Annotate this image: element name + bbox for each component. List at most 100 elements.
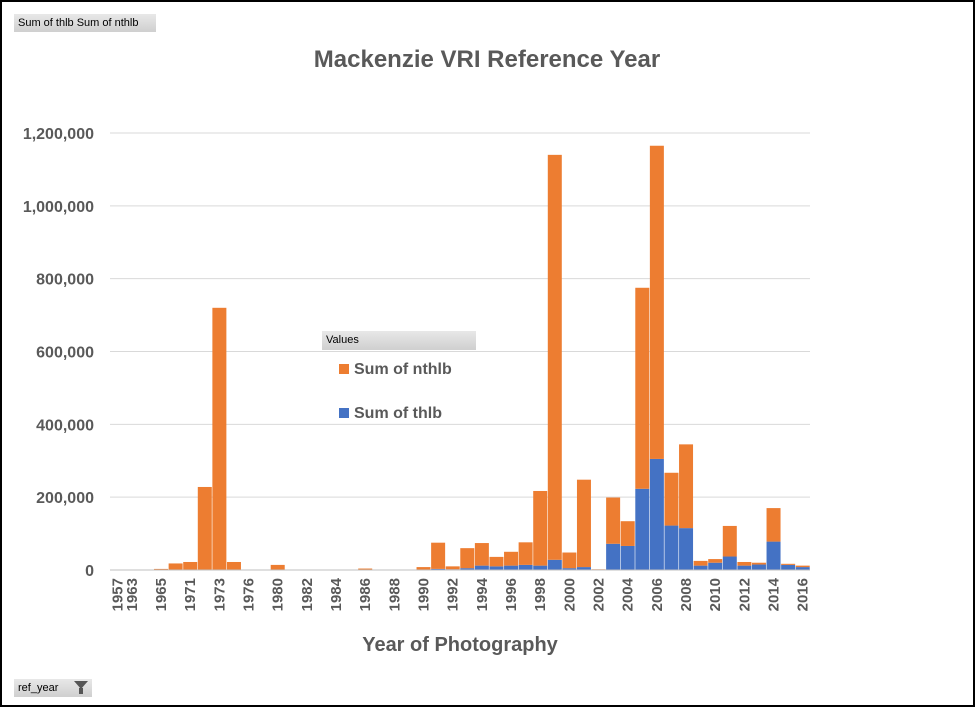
- x-tick-label: 1963: [124, 578, 141, 611]
- legend: Sum of nthlb Sum of thlb: [339, 361, 452, 422]
- bar-thlb-1997: [518, 564, 533, 570]
- y-tick-label: 1,000,000: [23, 199, 94, 216]
- bar-nthlb-1971: [183, 561, 198, 570]
- bar-nthlb-2016: [795, 565, 810, 568]
- x-tick-label: 2014: [766, 577, 783, 611]
- bar-nthlb-2004: [620, 521, 635, 546]
- bar-thlb-1994: [474, 565, 489, 570]
- bar-nthlb-2009: [693, 560, 708, 566]
- bar-nthlb-1993: [460, 548, 475, 569]
- bar-thlb-2012: [737, 565, 752, 570]
- bar-nthlb-1992: [445, 566, 460, 570]
- bar-nthlb-2010: [708, 559, 723, 563]
- legend-swatch-thlb: [339, 408, 349, 418]
- legend-entry-nthlb: Sum of nthlb: [354, 361, 452, 378]
- bar-thlb-2000: [562, 568, 577, 570]
- bar-thlb-2003: [606, 543, 621, 570]
- bar-nthlb-1972: [197, 486, 212, 570]
- x-tick-label: 1994: [474, 577, 491, 611]
- y-axis-tick-labels: 0 200,000 400,000 600,000 800,000 1,000,000 1,…: [23, 126, 94, 580]
- x-tick-label: 1988: [386, 578, 403, 611]
- x-tick-label: 2016: [795, 578, 812, 611]
- legend-entry-thlb: Sum of thlb: [354, 405, 442, 422]
- x-tick-label: 1957: [109, 578, 126, 611]
- bar-nthlb-2000: [562, 552, 577, 569]
- bar-thlb-1995: [489, 566, 504, 570]
- bar-thlb-2004: [620, 545, 635, 570]
- bar-thlb-2005: [635, 488, 650, 570]
- bar-nthlb-2005: [635, 287, 650, 489]
- bar-nthlb-1990: [416, 567, 431, 570]
- bar-nthlb-1991: [431, 542, 446, 569]
- x-tick-label: 1980: [270, 578, 287, 611]
- bar-thlb-2013: [751, 564, 766, 570]
- bar-thlb-2006: [649, 458, 664, 570]
- bar-thlb-1998: [533, 565, 548, 570]
- bar-nthlb-2006: [649, 145, 664, 459]
- x-tick-label: 1986: [357, 578, 374, 611]
- bar-nthlb-1998: [533, 490, 548, 566]
- x-tick-label: 2000: [561, 578, 578, 611]
- bar-nthlb-2011: [722, 525, 737, 557]
- y-tick-label: 400,000: [36, 417, 94, 434]
- bar-nthlb-2012: [737, 561, 752, 566]
- bar-thlb-2009: [693, 565, 708, 570]
- chart-title: Mackenzie VRI Reference Year: [314, 46, 660, 73]
- bar-nthlb-1996: [504, 551, 519, 566]
- bar-nthlb-1966: [168, 563, 183, 570]
- bar-nthlb-2003: [606, 497, 621, 544]
- bar-thlb-2001: [576, 567, 591, 570]
- bar-thlb-1999: [547, 559, 562, 570]
- y-tick-label: 200,000: [36, 490, 94, 507]
- ref-year-filter-button[interactable]: ref_year: [14, 679, 92, 697]
- x-tick-label: 1996: [503, 578, 520, 611]
- bar-nthlb-1965: [154, 568, 169, 570]
- bar-nthlb-1986: [358, 568, 373, 570]
- bar-nthlb-2015: [781, 563, 796, 565]
- bar-thlb-1991: [431, 568, 446, 570]
- bars: [110, 145, 810, 571]
- bar-thlb-2014: [766, 541, 781, 570]
- bar-nthlb-2014: [766, 508, 781, 542]
- bar-thlb-2010: [708, 562, 723, 570]
- bar-nthlb-2007: [664, 472, 679, 526]
- bar-nthlb-1974: [226, 561, 241, 570]
- x-tick-label: 1998: [532, 578, 549, 611]
- y-tick-label: 800,000: [36, 272, 94, 289]
- pivot-values-field-button[interactable]: Sum of thlb Sum of nthlb: [14, 14, 156, 32]
- bar-thlb-2008: [679, 528, 694, 570]
- bar-thlb-2016: [795, 567, 810, 570]
- filter-field-label: ref_year: [18, 682, 59, 694]
- x-tick-label: 1982: [299, 578, 316, 611]
- bar-nthlb-2013: [751, 562, 766, 565]
- y-tick-label: 600,000: [36, 345, 94, 362]
- bar-thlb-1993: [460, 568, 475, 570]
- x-tick-label: 2010: [707, 578, 724, 611]
- bar-nthlb-1973: [212, 307, 227, 570]
- y-tick-label: 0: [85, 563, 94, 580]
- bar-nthlb-1995: [489, 556, 504, 567]
- legend-values-field-button[interactable]: Values: [322, 331, 476, 350]
- bar-thlb-2007: [664, 525, 679, 570]
- x-tick-label: 1990: [416, 578, 433, 611]
- bar-nthlb-2008: [679, 444, 694, 529]
- bar-thlb-2015: [781, 564, 796, 570]
- bar-nthlb-1980: [270, 564, 285, 570]
- x-tick-label: 1976: [241, 578, 258, 611]
- x-tick-label: 1971: [182, 578, 199, 611]
- x-tick-label: 2004: [620, 577, 637, 611]
- x-tick-label: 2012: [736, 578, 753, 611]
- x-tick-label: 1984: [328, 577, 345, 611]
- x-axis-title: Year of Photography: [362, 634, 558, 656]
- bar-thlb-1996: [504, 565, 519, 570]
- y-tick-label: 1,200,000: [23, 126, 94, 143]
- x-tick-label: 2006: [649, 578, 666, 611]
- bar-nthlb-1994: [474, 543, 489, 566]
- x-tick-label: 1973: [211, 578, 228, 611]
- x-tick-label: 1965: [153, 578, 170, 611]
- bar-nthlb-2001: [576, 479, 591, 568]
- legend-swatch-nthlb: [339, 364, 349, 374]
